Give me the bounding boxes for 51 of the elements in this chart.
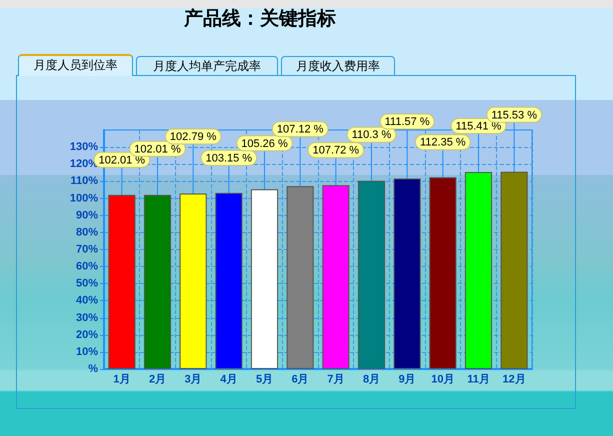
y-tick-label: 80% [76, 226, 98, 238]
bar [144, 194, 172, 369]
y-tick-label: 70% [76, 244, 98, 256]
data-label: 107.12 % [276, 124, 324, 136]
chart-title: 产品线：关键指标 [183, 8, 336, 30]
tab[interactable]: 月度人均单产完成率 [136, 56, 278, 75]
data-label: 115.53 % [491, 109, 538, 122]
x-tick-label: 8月 [362, 374, 380, 386]
data-label: 102.01 % [134, 143, 181, 156]
tab[interactable]: 月度人员到位率 [18, 54, 133, 76]
bar [394, 178, 421, 369]
y-tick-label: 10% [76, 346, 98, 358]
bar [500, 172, 528, 369]
y-tick-label: 50% [76, 278, 98, 290]
data-label: 107.72 % [312, 144, 360, 157]
y-tick-label: 40% [76, 294, 98, 307]
x-tick-label: 7月 [327, 374, 344, 386]
y-tick-label: 30% [76, 312, 98, 324]
x-tick-label: 3月 [184, 374, 202, 386]
y-tick-label: 100% [70, 192, 98, 204]
data-label: 102.79 % [170, 131, 217, 144]
bar [250, 189, 278, 369]
bar [180, 194, 207, 369]
x-tick-label: 11月 [467, 374, 490, 386]
x-tick-label: 5月 [256, 374, 274, 386]
data-label: 105.26 % [241, 138, 288, 150]
bar [286, 186, 314, 369]
x-tick-label: 1月 [113, 374, 130, 386]
bar [429, 177, 456, 369]
bar [358, 180, 386, 369]
y-tick-label: 60% [76, 260, 98, 273]
bar [215, 192, 242, 369]
y-tick-label: 110% [70, 175, 98, 188]
y-tick-label: 20% [76, 328, 98, 341]
bar [322, 185, 350, 369]
data-label: 111.57 % [384, 116, 430, 128]
x-tick-label: 9月 [398, 374, 416, 386]
data-label: 112.35 % [420, 136, 466, 149]
x-tick-label: 4月 [220, 374, 238, 386]
x-tick-label: 6月 [292, 374, 309, 386]
tab[interactable]: 月度收入费用率 [281, 56, 395, 75]
data-label: 110.3 % [352, 129, 392, 142]
x-tick-label: 2月 [148, 374, 166, 386]
bar [108, 194, 136, 369]
x-tick-label: 10月 [431, 374, 454, 386]
y-tick-label: % [88, 363, 98, 375]
y-tick-label: 130% [70, 141, 98, 154]
x-tick-label: 12月 [502, 374, 526, 386]
bar [464, 172, 492, 369]
data-label: 103.15 % [206, 152, 252, 164]
y-tick-label: 90% [76, 209, 98, 222]
